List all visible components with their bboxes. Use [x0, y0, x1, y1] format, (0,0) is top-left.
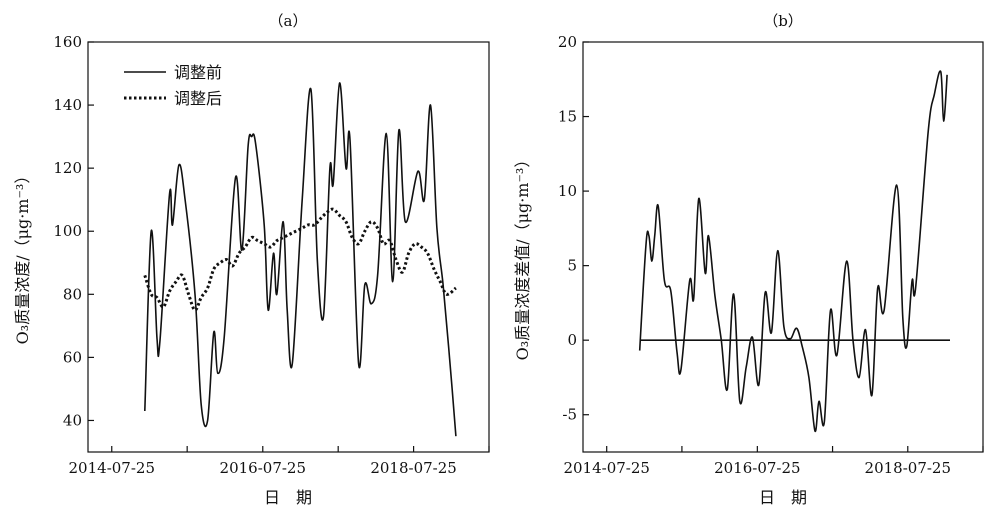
panel-a-y-tick-label: 80 — [63, 285, 82, 303]
panel-a-y-tick-label: 60 — [63, 348, 82, 366]
panel-b: （b） 日 期 O₃质量浓度差值/（μg·m⁻³） -5 0 5 10 15 20 2014… — [513, 12, 984, 507]
panel-b-y-tick-label: 0 — [567, 331, 577, 349]
panel-a-y-axis-label: O₃质量浓度/（μg·m⁻³） — [13, 168, 32, 345]
panel-a-plot-frame — [87, 41, 490, 453]
panel-b-x-tick-label: 2016-07-25 — [714, 459, 800, 477]
panel-a-x-tick-label: 2016-07-25 — [220, 459, 306, 477]
panel-b-x-axis-label: 日 期 — [759, 488, 807, 507]
panel-a-series-1-line — [143, 207, 457, 312]
panel-a-y-tick-label: 140 — [53, 96, 82, 114]
panel-a-x-tick-label: 2018-07-25 — [370, 459, 456, 477]
panel-b-y-tick-label: -5 — [562, 406, 577, 424]
legend-label-1: 调整后 — [174, 89, 222, 108]
panel-b-y-tick-label: 20 — [558, 33, 577, 51]
panel-b-y-axis-label: O₃质量浓度差值/（μg·m⁻³） — [513, 152, 532, 361]
panel-a-title: （a） — [269, 12, 308, 30]
panel-a-y-tick-label: 40 — [63, 411, 82, 429]
panel-a-series-0-line — [144, 82, 457, 437]
panel-b-title: （b） — [763, 12, 803, 30]
panel-b-y-tick-label: 15 — [558, 108, 577, 126]
panel-b-series-0-line — [638, 70, 948, 432]
legend-label-0: 调整前 — [174, 63, 222, 82]
panel-a: （a） 日 期 O₃质量浓度/（μg·m⁻³） 40 60 80 100 120 140 1… — [13, 12, 490, 507]
panel-a-y-tick-label: 120 — [53, 159, 82, 177]
panel-a-y-tick-label: 160 — [53, 33, 82, 51]
panel-b-y-tick-label: 10 — [558, 182, 577, 200]
panel-a-y-tick-label: 100 — [53, 222, 82, 240]
panel-a-x-axis-label: 日 期 — [264, 488, 312, 507]
panel-b-x-tick-label: 2014-07-25 — [563, 459, 649, 477]
panel-b-plot-frame — [582, 41, 984, 453]
panel-b-x-tick-label: 2018-07-25 — [865, 459, 951, 477]
panel-a-x-tick-label: 2014-07-25 — [69, 459, 155, 477]
panel-b-y-tick-label: 5 — [567, 257, 577, 275]
